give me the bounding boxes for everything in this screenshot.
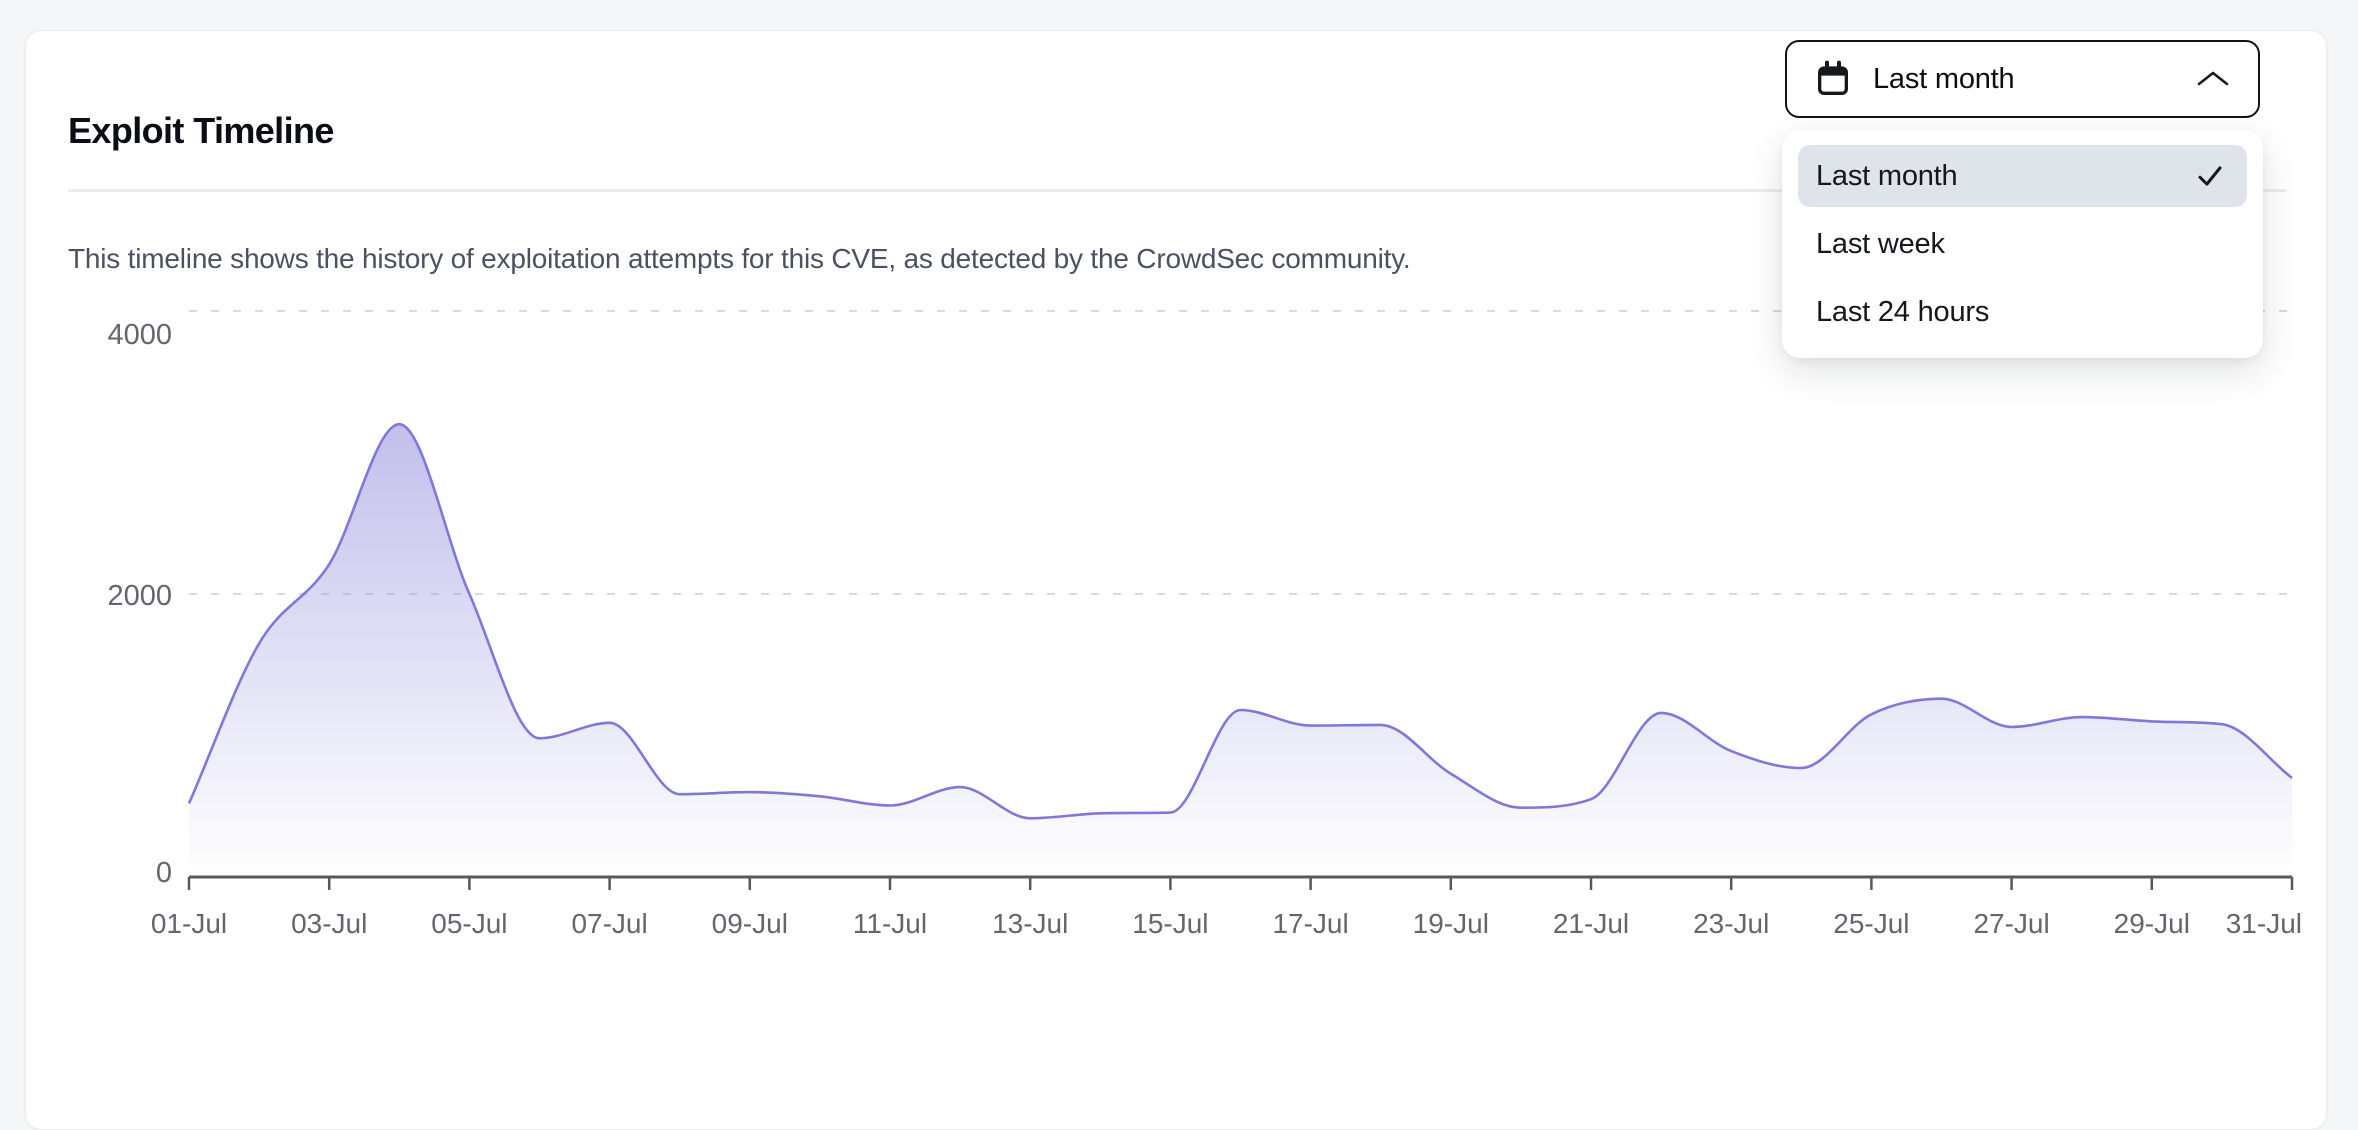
- x-axis-label-15-Jul: 15-Jul: [1132, 908, 1208, 939]
- x-axis-label-07-Jul: 07-Jul: [571, 908, 647, 939]
- area-series-fill: [189, 424, 2292, 877]
- exploit-timeline-chart[interactable]: 0 2000 4000 01-Jul 03-Jul 05-Jul 07-Jul 09-Jul 1…: [26, 31, 2328, 1031]
- dropdown-option-last-month[interactable]: Last month: [1798, 145, 2247, 207]
- x-axis-label-19-Jul: 19-Jul: [1413, 908, 1489, 939]
- y-axis-label-0: 0: [156, 857, 172, 889]
- page-background: { "header": { "title": "Exploit Timeline…: [25, 30, 2327, 1130]
- timeframe-selected-label: Last month: [1873, 62, 2015, 95]
- area-series-line: [187, 422, 2293, 820]
- timeframe-dropdown-button[interactable]: Last month: [1785, 40, 2260, 118]
- chart-description: This timeline shows the history of explo…: [68, 243, 1411, 274]
- page-title: Exploit Timeline: [68, 110, 334, 151]
- x-axis-label-27-Jul: 27-Jul: [1973, 908, 2049, 939]
- x-axis-label-21-Jul: 21-Jul: [1553, 908, 1629, 939]
- x-axis-label-11-Jul: 11-Jul: [853, 908, 927, 939]
- dropdown-option-last-24-hours[interactable]: Last 24 hours: [1798, 281, 2247, 343]
- check-icon: [2198, 166, 2222, 186]
- x-axis-label-29-Jul: 29-Jul: [2114, 908, 2190, 939]
- x-axis-label-01-Jul: 01-Jul: [151, 908, 227, 939]
- x-axis-label-13-Jul: 13-Jul: [992, 908, 1068, 939]
- chevron-up-icon: [2197, 71, 2229, 86]
- dropdown-option-label: Last month: [1816, 159, 1958, 192]
- x-axis-label-25-Jul: 25-Jul: [1833, 908, 1909, 939]
- header-divider: [68, 189, 2286, 192]
- timeframe-dropdown-menu: Last month Last week Last 24 hours: [1782, 130, 2263, 358]
- dropdown-option-last-week[interactable]: Last week: [1798, 213, 2247, 275]
- dropdown-option-label: Last 24 hours: [1816, 295, 1990, 328]
- dropdown-option-label: Last week: [1816, 227, 1945, 260]
- y-axis-label-4000: 4000: [107, 319, 172, 351]
- x-axis-label-05-Jul: 05-Jul: [431, 908, 507, 939]
- x-axis-label-09-Jul: 09-Jul: [712, 908, 788, 939]
- x-axis-label-31-Jul: 31-Jul: [2226, 908, 2302, 939]
- y-axis-label-2000: 2000: [107, 580, 172, 612]
- calendar-icon: [1818, 60, 1848, 95]
- x-axis-label-23-Jul: 23-Jul: [1693, 908, 1769, 939]
- x-axis-label-03-Jul: 03-Jul: [291, 908, 367, 939]
- x-axis-label-17-Jul: 17-Jul: [1272, 908, 1348, 939]
